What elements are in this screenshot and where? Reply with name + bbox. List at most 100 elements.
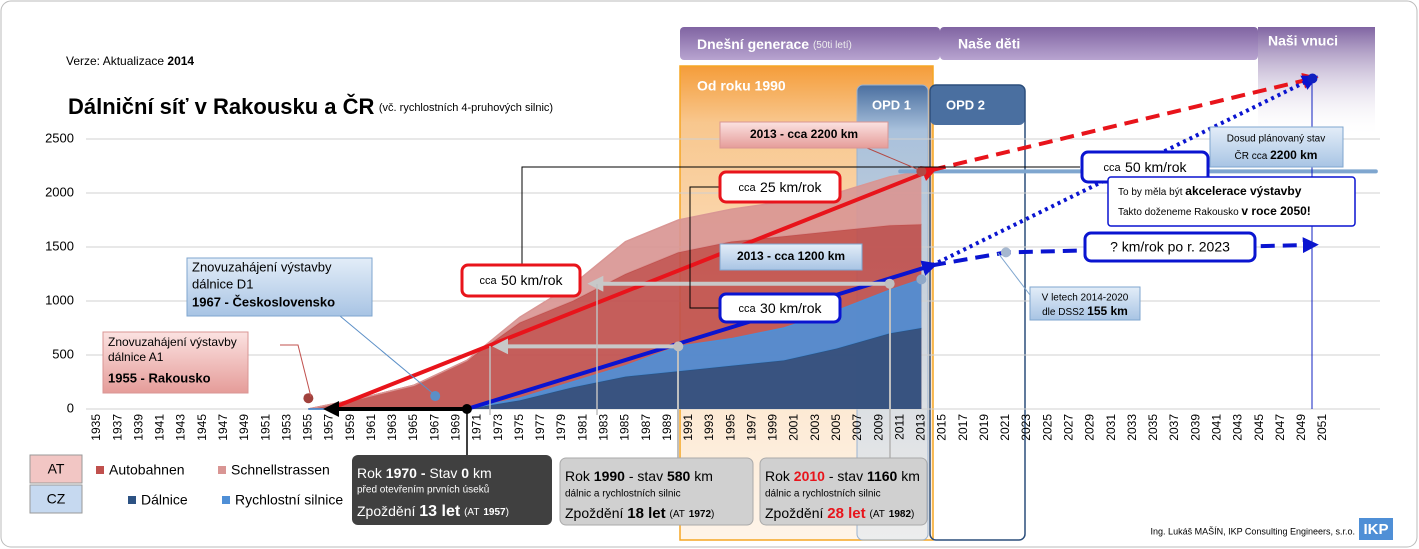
chart-title: Dálniční síť v Rakousku a ČR: [68, 94, 375, 119]
milestone-text: 28 let: [827, 505, 865, 522]
version-year: 2014: [167, 54, 194, 68]
note-text: dálnice D1: [192, 276, 253, 291]
rate-text: cca 50 km/rok: [1103, 159, 1187, 177]
milestone-text: 13 let: [419, 503, 461, 520]
rate-text: cca: [479, 275, 497, 287]
point: [916, 274, 927, 285]
note-text: 2013 - cca 2200 km: [750, 127, 858, 141]
legend-group-box: [29, 454, 83, 484]
milestone-box: [352, 455, 552, 525]
x-tick-label: 1989: [660, 414, 674, 441]
x-tick-label: 2017: [956, 414, 970, 441]
note-text: Takto doženeme Rakousko v roce 2050!: [1118, 204, 1311, 218]
note-box: [1107, 176, 1356, 227]
x-tick-label: 2035: [1146, 414, 1160, 441]
x-tick-label: 1943: [174, 414, 188, 441]
period-label: OPD 2: [946, 97, 985, 112]
y-tick-label: 1000: [45, 292, 74, 307]
period-label: Naše děti: [958, 36, 1020, 52]
milestone-text: Zpoždění: [765, 505, 823, 521]
area-fill: [308, 279, 922, 409]
x-tick-label: 2011: [892, 414, 906, 440]
connector: [280, 344, 312, 398]
x-tick-label: 1979: [554, 414, 568, 441]
milestone-text: 2010: [794, 468, 825, 484]
note-text: Dosud plánovaný stav: [1227, 134, 1325, 145]
milestone-text: (AT: [670, 509, 685, 520]
note-text: 1967 - Československo: [192, 294, 335, 309]
version-text: Verze: Aktualizace: [66, 54, 164, 68]
legend-group-box: [29, 484, 83, 514]
x-tick-label: 1991: [681, 414, 695, 441]
milestone-text: 1990: [594, 468, 625, 484]
x-tick-label: 2015: [935, 414, 949, 441]
footer: Ing. Lukáš MAŠÍN, IKP Consulting Enginee…: [1151, 526, 1355, 536]
note-text: 155 km: [1087, 304, 1128, 318]
y-tick-label: 2500: [45, 130, 74, 145]
milestone-text: Rok: [357, 465, 383, 481]
legend-swatch: [128, 496, 136, 504]
x-tick-label: 1939: [131, 414, 145, 441]
x-tick-label: 2031: [1104, 414, 1118, 441]
note-text: dálnice A1: [108, 350, 164, 364]
milestone-text: dálnic a rychlostních silnic: [565, 489, 681, 500]
milestone-text: km: [473, 465, 492, 481]
chart-subtitle: (vč. rychlostních 4-pruhových silnic): [379, 102, 553, 114]
x-tick-label: 1955: [301, 414, 315, 441]
note-text: akcelerace výstavby: [1185, 184, 1301, 198]
milestone-text: ): [911, 509, 914, 520]
rate-text: 50 km/rok: [501, 272, 563, 288]
note-text: Znovuzahájení výstavby: [108, 335, 237, 349]
x-tick-label: 1963: [385, 414, 399, 441]
period-label: Od roku 1990: [697, 78, 786, 94]
legend: AT CZ Autobahnen Schnellstrassen Dálnice Rych…: [29, 454, 343, 514]
x-tick-label: 1957: [322, 414, 336, 441]
rate-text: 50 km/rok: [1125, 159, 1187, 175]
note-text: To by měla být: [1118, 187, 1183, 198]
x-tick-label: 2013: [914, 414, 928, 441]
milestone-text: km: [901, 468, 920, 484]
x-tick-label: 1983: [596, 414, 610, 441]
period-today: [680, 27, 940, 60]
note-box: [186, 257, 373, 317]
milestone-text: dálnic a rychlostních silnic: [765, 489, 881, 500]
x-tick-label: 1941: [153, 414, 167, 441]
rate-text: cca: [738, 182, 756, 194]
milestone-text: Rok 1990 - stav 580 km: [565, 468, 713, 484]
period-label: OPD 1: [872, 97, 911, 112]
x-tick-label: 2021: [998, 414, 1012, 441]
milestone-text: 1970 -: [386, 465, 426, 481]
rate-text: cca 30 km/rok: [738, 300, 822, 318]
x-tick-label: 2037: [1167, 414, 1181, 441]
period-label: Dnešní generace: [697, 36, 809, 52]
period-opd2: [929, 84, 1026, 541]
trend-line: [466, 260, 939, 411]
milestone-text: Rok 1970 - Stav 0 km: [357, 465, 492, 481]
milestone-box: [559, 457, 754, 526]
x-tick-label: 1947: [216, 414, 230, 441]
milestone-text: 1982: [889, 509, 912, 520]
milestone-text: Zpoždění 28 let (AT 1982): [765, 505, 914, 522]
milestone-text: Zpoždění 18 let (AT 1972): [565, 505, 714, 522]
x-tick-label: 2041: [1209, 414, 1223, 441]
rate-box: [718, 170, 842, 204]
x-tick-label: 2009: [871, 414, 885, 441]
x-tick-label: 1995: [723, 414, 737, 441]
milestone-text: před otevřením prvních úseků: [357, 484, 489, 496]
x-tick-label: 1961: [364, 414, 378, 441]
x-tick-label: 2039: [1188, 414, 1202, 441]
note-text: ČR cca: [1235, 149, 1268, 162]
rate-text: cca 50 km/rok: [479, 272, 563, 290]
note-box: [1209, 126, 1344, 168]
note-text: Znovuzahájení výstavby: [192, 259, 332, 274]
x-tick-label: 2045: [1252, 414, 1266, 441]
x-tick-label: 1973: [491, 414, 505, 441]
milestone-text: ): [711, 509, 714, 520]
x-tick-label: 2029: [1083, 414, 1097, 441]
x-tick-label: 1949: [237, 414, 251, 441]
rate-box: [460, 263, 582, 298]
x-tick-label: 2051: [1315, 414, 1329, 441]
connector: [997, 252, 1031, 296]
x-tick-label: 2027: [1062, 414, 1076, 441]
legend-swatch: [218, 466, 226, 474]
